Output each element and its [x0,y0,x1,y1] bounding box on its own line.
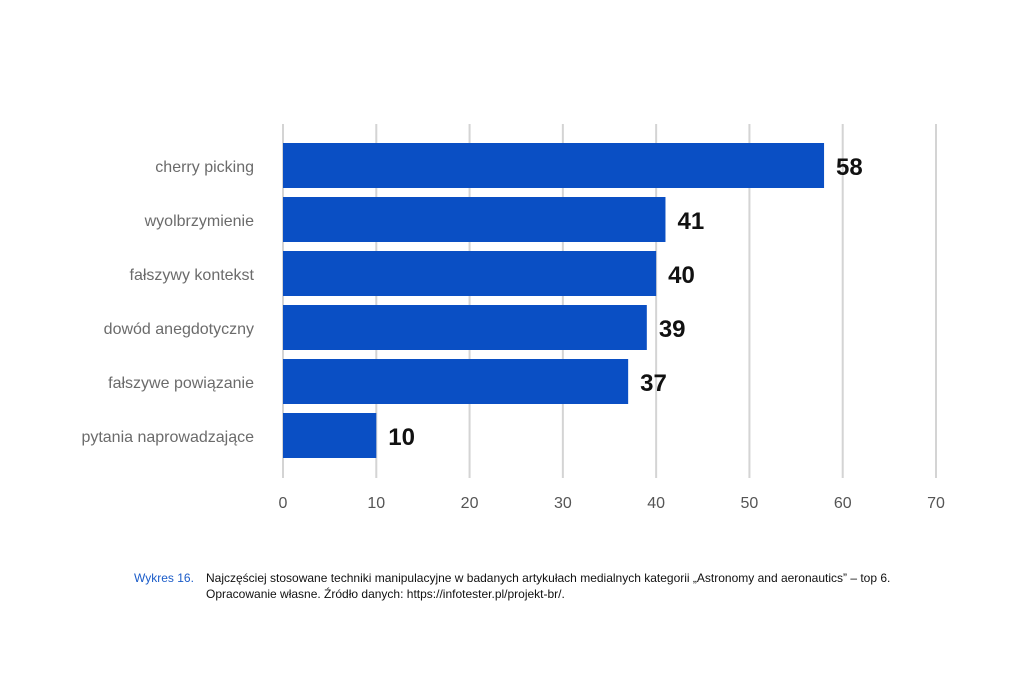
bar-chart: cherry picking wyolbrzymienie fałszywy kon… [81,124,945,512]
bar-3 [283,305,647,350]
x-tick-label-50: 50 [741,495,759,512]
bar-2 [283,251,657,296]
bar-5 [283,413,377,458]
x-axis-tick-labels: 0 10 20 30 40 50 60 70 [279,495,945,512]
data-label-2: 40 [668,262,695,289]
x-tick-label-30: 30 [554,495,572,512]
data-label-4: 37 [640,370,667,397]
data-label-3: 39 [659,316,686,343]
x-tick-label-40: 40 [647,495,665,512]
x-tick-label-10: 10 [367,495,385,512]
bar-1 [283,197,666,242]
caption-text: Najczęściej stosowane techniki manipulac… [206,570,986,602]
data-labels: 58 41 40 39 37 10 [388,154,862,451]
x-tick-label-20: 20 [461,495,479,512]
category-labels: cherry picking wyolbrzymienie fałszywy kon… [81,159,254,446]
category-label-2: fałszywy kontekst [130,267,255,284]
caption-line-2: Opracowanie własne. Źródło danych: https… [206,587,565,601]
category-label-0: cherry picking [155,159,254,176]
caption-tag: Wykres 16. [134,571,194,585]
bar-4 [283,359,629,404]
x-tick-label-0: 0 [279,495,288,512]
bars [283,143,825,458]
data-label-1: 41 [677,208,704,235]
bar-0 [283,143,825,188]
category-label-4: fałszywe powiązanie [108,375,254,392]
caption-line-1: Najczęściej stosowane techniki manipulac… [206,571,891,585]
x-tick-label-70: 70 [927,495,945,512]
x-tick-label-60: 60 [834,495,852,512]
category-label-3: dowód anegdotyczny [104,321,254,338]
data-label-5: 10 [388,424,415,451]
data-label-0: 58 [836,154,863,181]
category-label-5: pytania naprowadzające [81,429,254,446]
category-label-1: wyolbrzymienie [144,213,254,230]
